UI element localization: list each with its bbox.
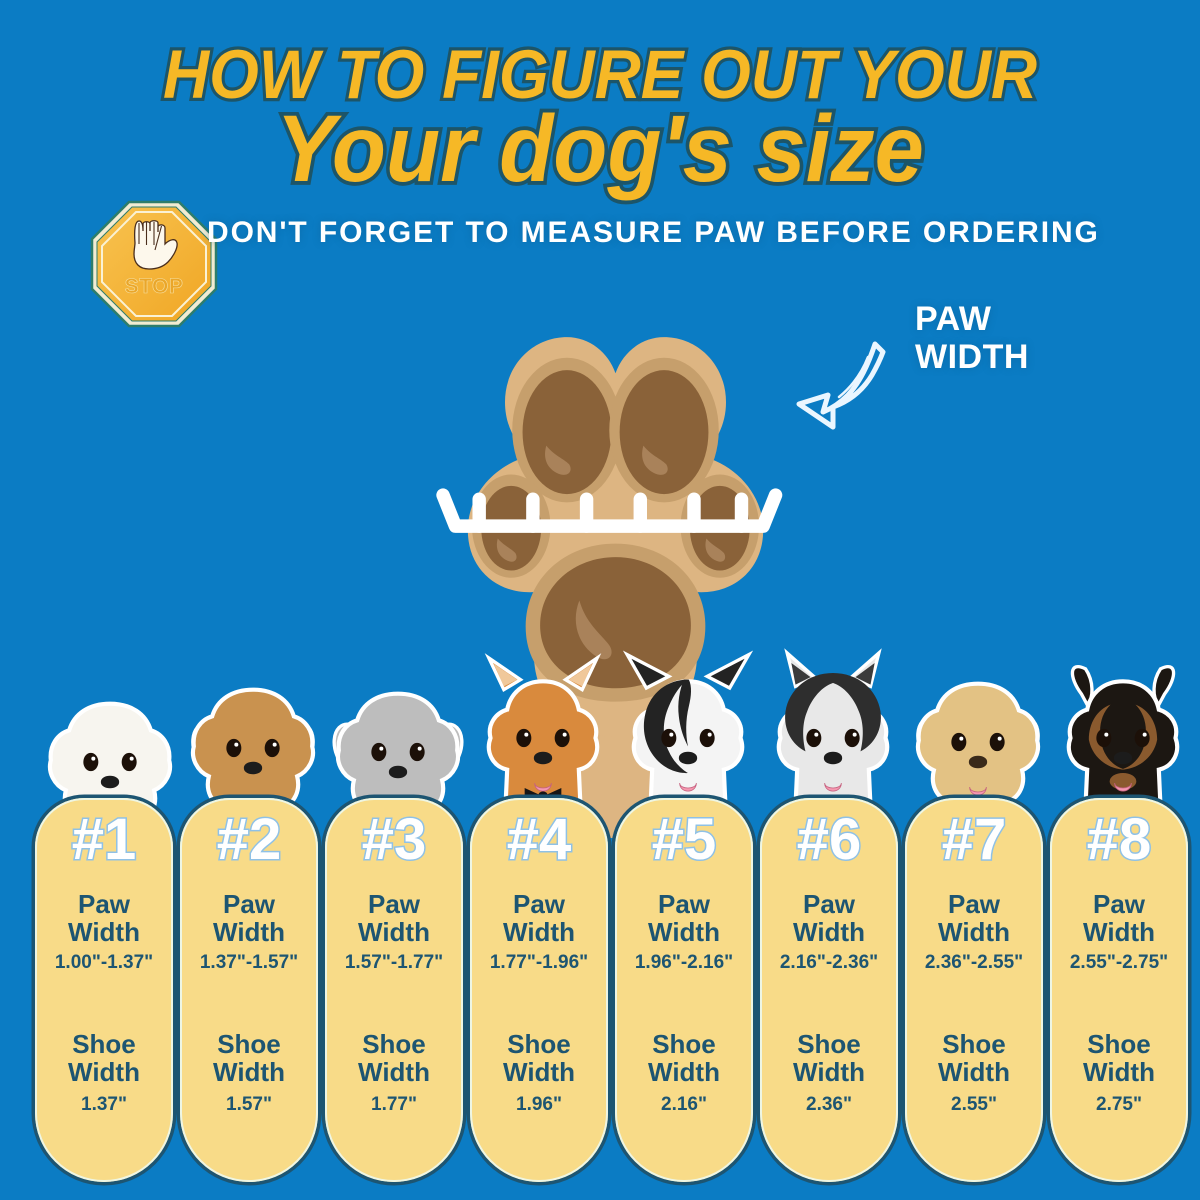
- svg-text:STOP: STOP: [125, 275, 184, 298]
